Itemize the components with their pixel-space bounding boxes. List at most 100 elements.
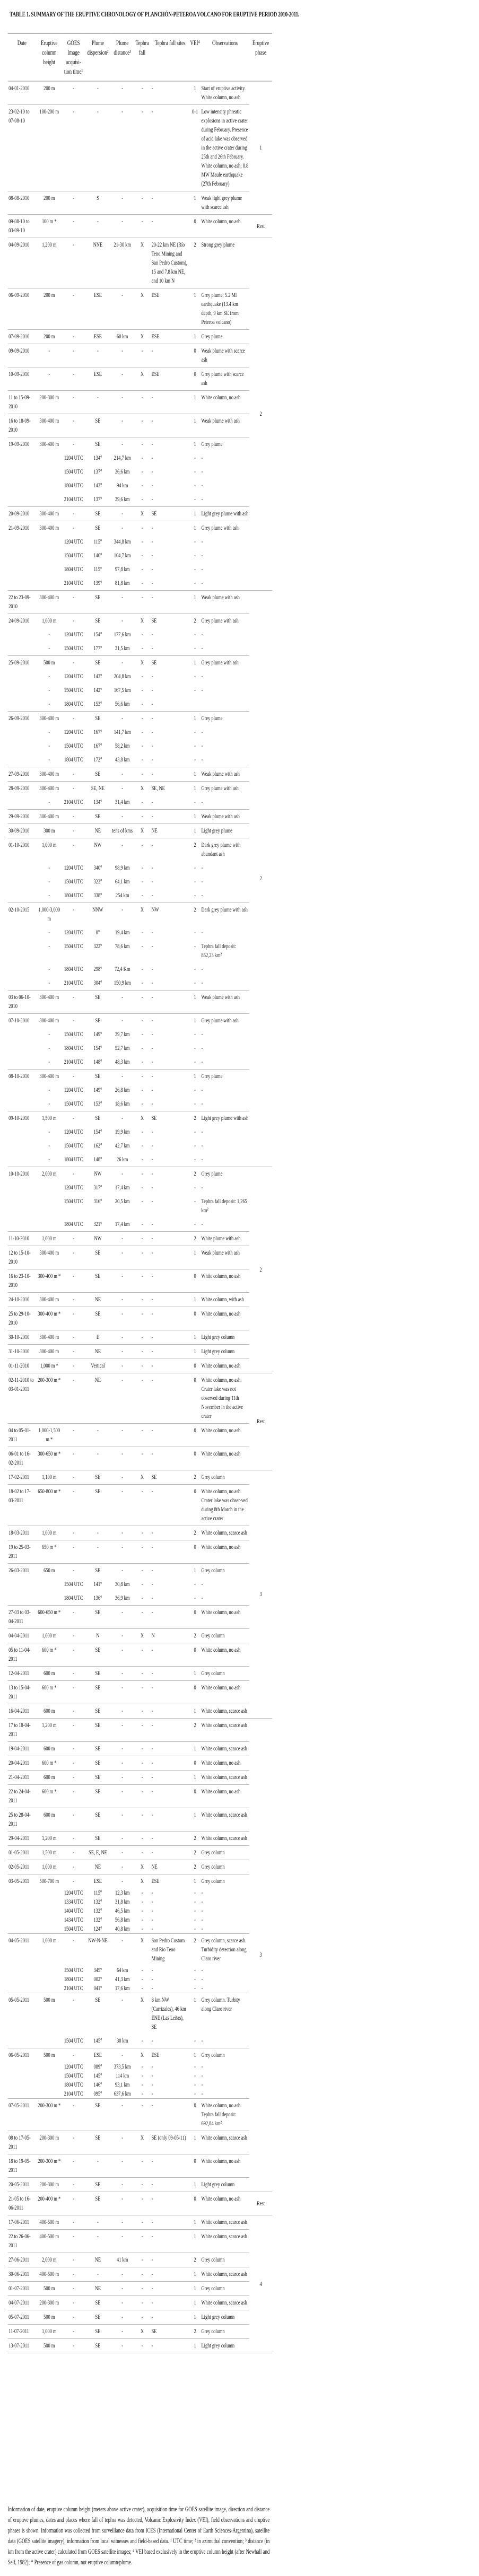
cell-vei: 1: [189, 1292, 201, 1307]
cell-goes-time: 1804 UTC: [64, 965, 83, 972]
cell-tephra-fall-sites: -: [151, 1217, 189, 1232]
header-date: Date: [7, 33, 36, 82]
cell-observations: Grey column: [201, 2324, 249, 2339]
cell-tephra-fall-sites: -: [151, 1975, 153, 1983]
cell-column-height: 650-800 m *: [36, 1484, 63, 1526]
cell-tephra-fall: -: [134, 753, 151, 767]
cell-column-height: 1,000 m: [36, 1860, 63, 1874]
cell-tephra-fall-sites: -: [151, 2295, 189, 2310]
cell-goes-time: 1804 UTC: [62, 753, 85, 767]
cell-date: 23-02-10 to 07-08-10: [7, 104, 36, 191]
cell-observations: Grey column. Turbity along Claro river: [201, 1996, 240, 2012]
cell-date: 05-07-2011: [7, 2310, 36, 2325]
cell-goes-time: 1504 UTC: [64, 942, 83, 950]
cell-observations: White column, scarce ash: [201, 1704, 249, 1719]
cell-tephra-fall: -: [134, 1756, 151, 1771]
table-subrow: -1504 UTC 149° 39,7 km - - - -: [8, 1028, 273, 1041]
cell-tephra-fall: -: [141, 1566, 143, 1574]
table-subrow: 1804 UTC 146° 93,1 km - - - -: [8, 2080, 273, 2089]
cell-plume-distance: -: [111, 1831, 134, 1846]
table-subrow: 2104 UTC 095° 637,6 km - - - -: [7, 2089, 273, 2099]
cell-tephra-fall-sites: -: [151, 2267, 189, 2282]
cell-goes-time: -: [62, 1359, 85, 1373]
cell-vei: 1: [189, 81, 201, 105]
cell-tephra-fall-sites: -: [151, 2229, 189, 2253]
cell-observations: -: [201, 1153, 249, 1167]
cell-tephra-fall-sites: ESE: [151, 1877, 160, 1885]
cell-goes-time: -: [62, 344, 85, 367]
cell-observations: Grey column: [201, 1666, 249, 1681]
cell-tephra-fall-sites: -: [151, 1580, 153, 1588]
cell-date: [8, 1041, 36, 1055]
table-row: 02-11-2010 to 03-01-2011 200-300 m * - NE - -…: [7, 1373, 273, 1470]
table-row: 19 to 25-03-2011 650 m * - - - - -0 White colum…: [7, 1540, 273, 1564]
cell-date: 09-09-2010: [7, 344, 36, 367]
cell-goes-time: 1204 UTC: [64, 728, 83, 735]
cell-eruptive-phase: 4: [249, 2215, 273, 2353]
cell-plume-distance: 60 km: [111, 329, 134, 344]
cell-tephra-fall-sites: -: [151, 1831, 189, 1846]
cell-vei: 1: [194, 1877, 196, 1885]
table-row: 29-04-2011 1,200 m - SE - - -2 White column, sc…: [7, 1831, 273, 1846]
cell-vei: -: [189, 2089, 201, 2099]
cell-observations: White column, scarce ash: [201, 1741, 249, 1756]
cell-plume-distance: -: [111, 2131, 134, 2154]
cell-tephra-fall: -: [141, 440, 143, 448]
cell-observations: Grey plume with ash: [201, 1017, 239, 1024]
cell-tephra-fall-sites: -: [151, 1153, 189, 1167]
cell-tephra-fall: -: [141, 2081, 143, 2088]
cell-date: 17-06-2011: [7, 2215, 36, 2230]
cell-plume-distance: -: [111, 1359, 134, 1373]
cell-column-height: 300-400 m: [39, 714, 59, 722]
cell-tephra-fall-sites: -: [151, 1359, 189, 1373]
cell-observations: Light grey column: [201, 1344, 249, 1359]
cell-observations: Grey column: [201, 1470, 249, 1485]
cell-goes-time: 1504 UTC: [64, 1580, 83, 1588]
cell-tephra-fall: -: [141, 1184, 143, 1191]
cell-column-height: 300-400 m: [39, 1017, 59, 1024]
cell-tephra-fall-sites: -: [151, 1330, 189, 1345]
cell-plume-distance: 26 km: [111, 1153, 134, 1167]
cell-tephra-fall: -: [134, 1845, 151, 1860]
table-title: TABLE 1. SUMMARY OF THE ERUPTIVE CHRONOL…: [10, 10, 300, 18]
cell-tephra-fall: -: [134, 990, 151, 1014]
cell-column-height: 500-700 m: [39, 1877, 59, 1885]
cell-tephra-fall-sites: -: [151, 576, 189, 591]
cell-tephra-fall: -: [134, 1526, 151, 1540]
cell-goes-time: 2104 UTC: [62, 976, 85, 991]
cell-tephra-fall: -: [134, 1924, 151, 1934]
cell-plume-dispersion: SE: [84, 1756, 111, 1771]
cell-plume-dispersion: 153°: [84, 697, 111, 712]
cell-date: 04-04-2011: [7, 1628, 36, 1643]
cell-date: 29-04-2011: [7, 1831, 36, 1846]
cell-plume-distance: 58,2 km: [115, 742, 130, 749]
cell-date: 04-01-2010: [7, 81, 36, 105]
cell-tephra-fall: -: [134, 976, 151, 991]
table-subrow: -1204 UTC 154° 19,9 km - - - -: [8, 1125, 273, 1139]
cell-tephra-fall-sites: -: [151, 767, 189, 782]
cell-date: 22 to 24-04-2011: [7, 1784, 36, 1808]
cell-column-height: 200-300 m *: [36, 1373, 63, 1424]
cell-date: 08-10-2010: [8, 1072, 30, 1080]
cell-tephra-fall: X: [141, 1114, 144, 1121]
cell-column-height: 1,000 m: [36, 2324, 63, 2339]
cell-tephra-fall: -: [134, 1784, 151, 1808]
cell-date: [8, 535, 36, 549]
cell-observations: -: [201, 1055, 249, 1070]
cell-goes-time: -: [62, 990, 85, 1014]
cell-tephra-fall-sites: -: [151, 1924, 189, 1934]
cell-plume-dispersion: 154°: [93, 1128, 102, 1135]
table-row: 13 to 15-04-2011 600 m * - SE - - -0 White colu…: [7, 1680, 273, 1704]
cell-column-height: [36, 1181, 63, 1195]
cell-date: [7, 1217, 36, 1232]
cell-vei: 1: [189, 767, 201, 782]
cell-date: [8, 1915, 36, 1924]
cell-observations: White column, no ash: [201, 2154, 249, 2178]
cell-goes-time: -: [62, 414, 85, 437]
cell-observations: Weak plume with ash: [201, 990, 249, 1014]
cell-tephra-fall: -: [141, 1975, 143, 1983]
cell-goes-time: 1204 UTC: [64, 538, 83, 545]
table-row: 07-10-2010 300-400 m - SE - - - 1 Grey plume wit…: [8, 1014, 273, 1028]
cell-plume-distance: 214,7 km: [114, 454, 131, 461]
table-row: 12-04-2011 600 m - SE - - -1 Grey column: [7, 1666, 273, 1681]
